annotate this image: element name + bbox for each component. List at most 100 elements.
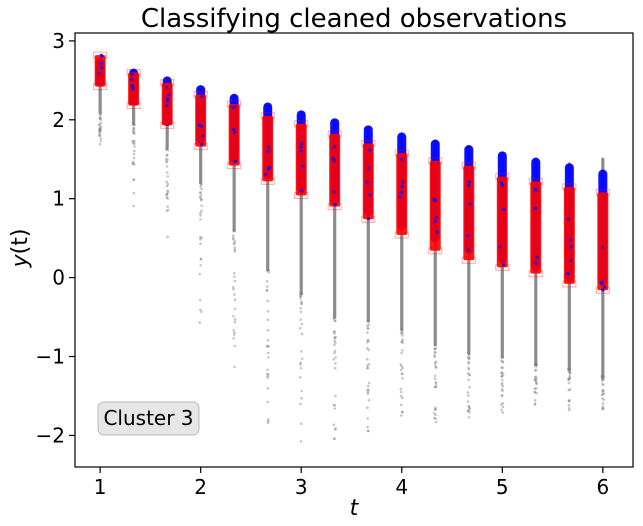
gray-observation-point	[567, 368, 571, 372]
blue-point-overlap	[368, 193, 372, 197]
gray-observation-point	[300, 396, 303, 400]
blue-point-overlap	[468, 202, 472, 206]
gray-observation-point	[401, 339, 404, 343]
blue-point-overlap	[266, 149, 270, 153]
gray-observation-point	[533, 402, 537, 405]
gray-observation-point	[600, 374, 604, 378]
gray-observation-point	[200, 310, 203, 314]
gray-observation-point	[501, 373, 505, 377]
red-cluster-points	[429, 160, 441, 251]
gray-observation-point	[500, 366, 503, 369]
gray-observation-point	[399, 368, 403, 372]
gray-observation-point	[98, 142, 102, 146]
gray-observation-point	[568, 371, 572, 375]
blue-point-overlap	[100, 66, 104, 70]
blue-point-overlap	[99, 61, 103, 65]
gray-observation-point	[434, 382, 438, 386]
gray-observation-point	[433, 374, 437, 378]
gray-observation-point	[165, 180, 168, 184]
gray-observation-point	[267, 268, 271, 272]
gray-observation-point	[199, 211, 202, 215]
gray-observation-point	[533, 403, 537, 406]
red-cluster-points	[228, 104, 240, 166]
gray-observation-point	[434, 417, 437, 420]
y-tick-label: −2	[36, 423, 65, 447]
gray-observation-point	[567, 378, 571, 382]
gray-observation-point	[332, 317, 336, 320]
gray-observation-point	[568, 371, 572, 375]
gray-observation-point	[299, 301, 303, 305]
gray-observation-point	[501, 385, 505, 388]
gray-observation-point	[535, 382, 538, 386]
gray-observation-point	[433, 385, 436, 389]
x-tick-label: 4	[395, 475, 408, 499]
gray-observation-point	[365, 357, 369, 361]
gray-observation-point	[567, 378, 570, 381]
gray-observation-point	[534, 379, 538, 382]
blue-point-overlap	[534, 261, 538, 265]
gray-observation-point	[501, 360, 504, 363]
blue-point-overlap	[566, 217, 570, 221]
blue-point-overlap	[131, 85, 135, 89]
gray-observation-point	[466, 400, 470, 403]
gray-observation-point	[266, 351, 270, 355]
gray-observation-point	[233, 250, 237, 253]
gray-observation-point	[401, 338, 404, 341]
gray-observation-point	[98, 130, 102, 133]
gray-observation-point	[233, 344, 237, 348]
x-axis-ticks: 1 2 3 4 5 6	[94, 467, 609, 499]
gray-observation-point	[131, 140, 134, 144]
gray-observation-point	[166, 235, 169, 239]
red-cluster-points	[563, 186, 575, 284]
gray-observation-point	[131, 123, 135, 127]
gray-observation-point	[433, 347, 437, 351]
blue-point-overlap	[332, 159, 337, 163]
gray-observation-point	[232, 230, 236, 233]
gray-observation-point	[132, 126, 136, 130]
gray-observation-point	[98, 117, 102, 121]
gray-observation-point	[467, 352, 471, 355]
gray-observation-point	[98, 133, 101, 136]
red-cluster-points	[295, 123, 307, 196]
gray-observation-point	[333, 339, 336, 343]
gray-observation-point	[266, 318, 270, 322]
gray-observation-point	[165, 209, 169, 213]
gray-observation-point	[467, 368, 471, 371]
gray-observation-point	[98, 128, 101, 132]
red-point-edge	[428, 247, 443, 255]
gray-observation-point	[366, 347, 369, 350]
gray-observation-point	[198, 195, 202, 199]
gray-observation-point	[232, 241, 236, 245]
gray-observation-point	[433, 408, 437, 411]
gray-observation-point	[199, 308, 202, 312]
gray-observation-point	[165, 165, 169, 168]
gray-observation-point	[601, 377, 605, 381]
gray-observation-point	[433, 416, 436, 420]
gray-observation-point	[568, 370, 571, 374]
gray-observation-point	[366, 417, 370, 420]
gray-observation-point	[468, 405, 471, 408]
gray-observation-point	[534, 363, 538, 366]
red-point-edge	[93, 51, 108, 59]
gray-observation-point	[299, 295, 302, 298]
gray-observation-point	[400, 410, 404, 414]
gray-observation-point	[164, 157, 168, 161]
red-point-edge	[461, 256, 476, 264]
gray-observation-point	[466, 409, 470, 413]
gray-observation-point	[433, 350, 437, 354]
gray-observation-point	[602, 398, 606, 401]
gray-observation-point	[501, 366, 505, 370]
gray-observation-point	[333, 428, 337, 431]
y-axis-ticks: −2 −1 0 1 2 3	[36, 29, 75, 447]
blue-point-overlap	[500, 183, 504, 187]
red-point-edge	[260, 177, 275, 185]
gray-observation-point	[601, 406, 604, 410]
gray-observation-point	[467, 361, 470, 365]
gray-observation-point	[267, 419, 270, 423]
gray-observation-point	[401, 396, 404, 400]
x-tick-label: 1	[94, 475, 107, 499]
red-cluster-points	[463, 165, 475, 261]
gray-observation-point	[98, 134, 101, 137]
gray-observation-point	[299, 440, 303, 443]
blue-point-overlap	[232, 128, 236, 132]
